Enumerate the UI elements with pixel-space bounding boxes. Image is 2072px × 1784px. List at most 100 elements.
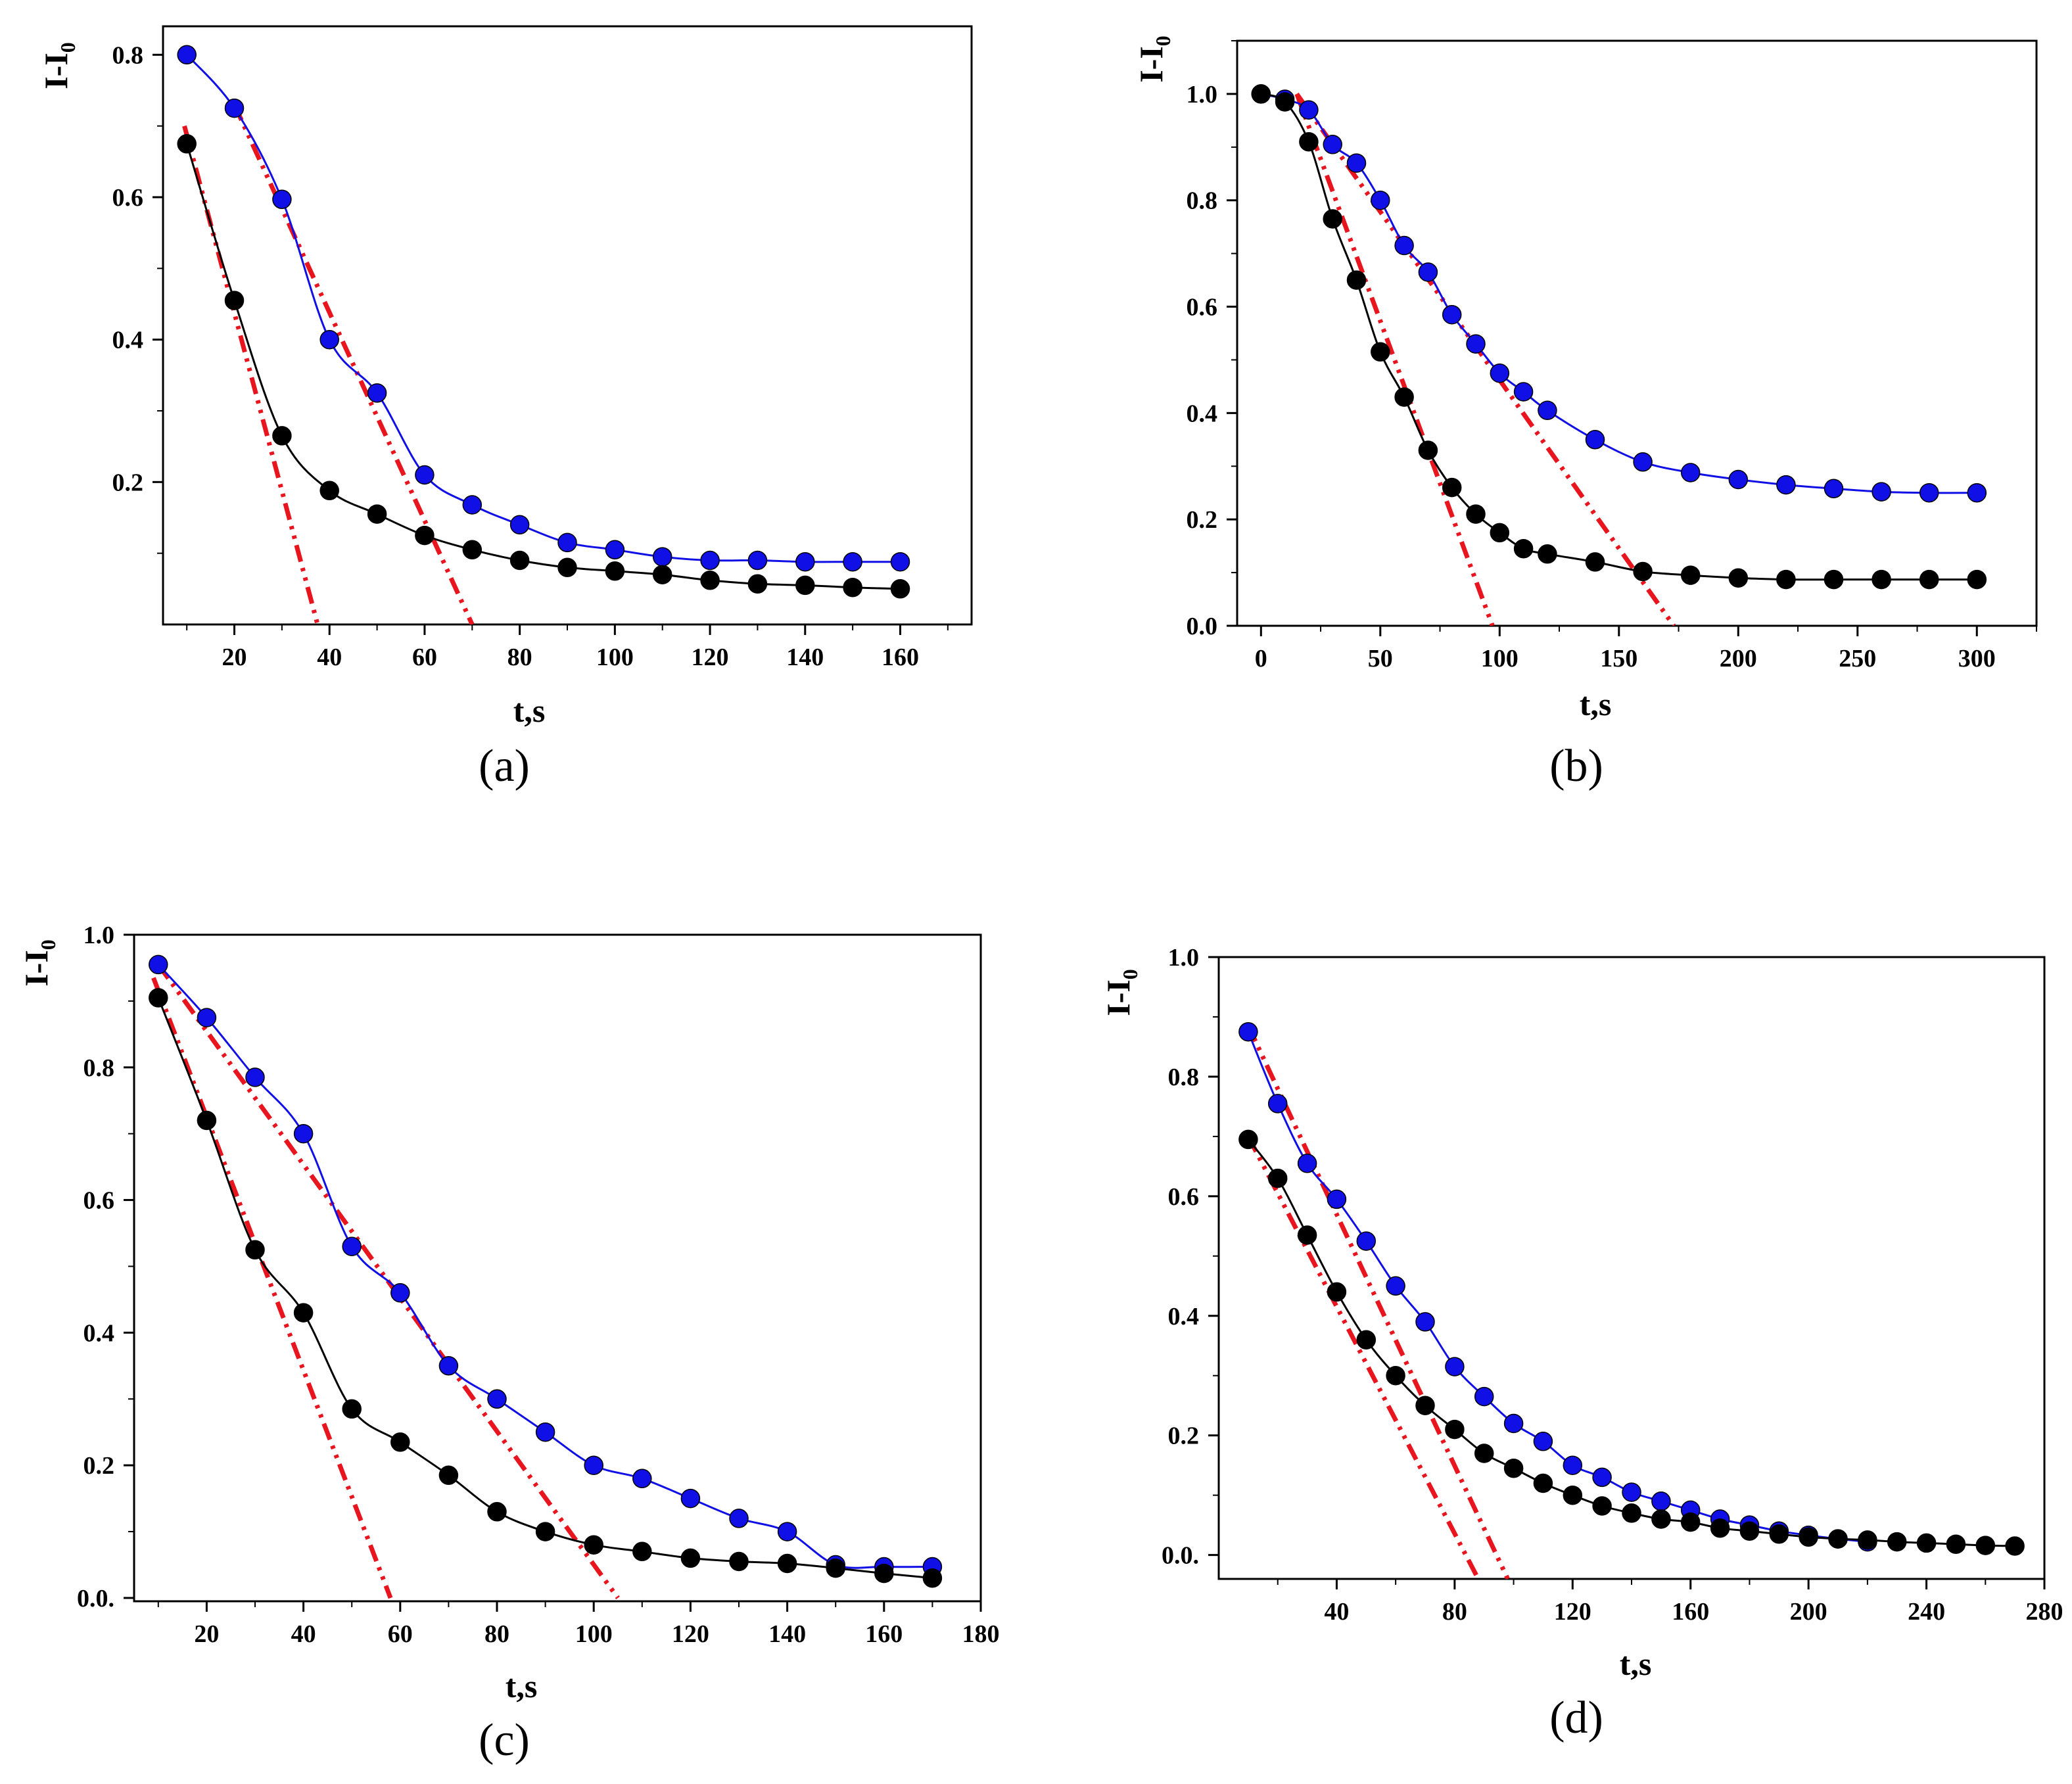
panel-a-x-tick-label: 80 bbox=[507, 644, 532, 671]
panel-a: 20 40 60 80 100 120 140 160 0.2 0.4 0.6 0.8 t,s I-I… bbox=[37, 25, 973, 791]
panel-b-blue-data-point bbox=[1633, 452, 1653, 472]
panel-d-blue-data-point bbox=[1267, 1094, 1288, 1114]
panel-b-blue-data-point bbox=[1872, 482, 1891, 502]
panel-b-fit-lines bbox=[1294, 92, 1676, 626]
panel-c-x-tick-label: 60 bbox=[388, 1620, 413, 1648]
panel-d-black-data-point bbox=[1975, 1536, 1996, 1555]
panel-b-black-data-point bbox=[1251, 84, 1271, 104]
panel-c-blue-data-point bbox=[632, 1468, 652, 1489]
panel-d-black-data-point bbox=[1680, 1512, 1701, 1532]
panel-b-black-data-point bbox=[1824, 569, 1844, 590]
panel-d-x-tick-label: 240 bbox=[1908, 1598, 1945, 1626]
panel-d-blue-data-point bbox=[1297, 1154, 1317, 1173]
panel-c-black-data-point bbox=[197, 1110, 217, 1131]
panel-c-black-data-point bbox=[535, 1522, 555, 1541]
panel-b-blue-data-point bbox=[1346, 153, 1367, 173]
panel-a-blue-data-point bbox=[843, 552, 862, 572]
panel-d-black-data-point bbox=[1769, 1524, 1789, 1544]
panel-a-blue-data-point bbox=[700, 550, 720, 571]
panel-c-blue-data-point bbox=[584, 1455, 603, 1475]
panel-c-y-tick-label: 1.0 bbox=[83, 922, 115, 949]
panel-d-y-axis-title: I-I0 bbox=[1100, 969, 1142, 1016]
panel-d-black-data-point bbox=[1651, 1509, 1671, 1529]
panel-b-black-data-point bbox=[1585, 552, 1605, 572]
panel-a-black-data-point bbox=[843, 577, 862, 598]
panel-c-y-tick-label: 0.4 bbox=[83, 1319, 115, 1347]
panel-d-x-tick-label: 120 bbox=[1554, 1598, 1591, 1626]
panel-c-x-tick-label: 140 bbox=[768, 1620, 806, 1648]
panel-c-black-data-point bbox=[342, 1399, 362, 1419]
panel-c-black-data-point bbox=[390, 1432, 410, 1452]
panel-a-blue-data-point bbox=[177, 45, 197, 65]
panel-a-black-data-point bbox=[177, 134, 197, 154]
panel-b-black-data-point bbox=[1275, 92, 1295, 112]
panel-b-frame bbox=[1236, 39, 2038, 627]
panel-c-black-data-point bbox=[487, 1502, 507, 1522]
panel-a-black-data-point bbox=[462, 540, 483, 560]
panel-a-black-data-point bbox=[319, 481, 339, 501]
panel-c-frame bbox=[133, 933, 982, 1603]
panel-b-black-data-point bbox=[1680, 565, 1701, 585]
panel-d-black-data-point bbox=[1267, 1168, 1288, 1188]
panel-b-blue-data-point bbox=[1776, 475, 1796, 495]
panel-c-black-data-point bbox=[245, 1240, 265, 1260]
panel-d-x-tick-label: 200 bbox=[1790, 1598, 1827, 1626]
panel-d-blue-data-point bbox=[1533, 1432, 1553, 1451]
panel-d-black-data-point bbox=[1238, 1129, 1258, 1150]
panel-d-black-data-point bbox=[1533, 1473, 1553, 1493]
panel-b-blue-data-point bbox=[1490, 363, 1510, 383]
panel-d-black-data-point bbox=[1445, 1419, 1465, 1440]
panel-d-blue-data-point bbox=[1563, 1455, 1583, 1475]
panel-b-blue-data-point bbox=[1538, 400, 1557, 421]
panel-a-blue-data-point bbox=[415, 465, 435, 485]
panel-b-y-tick-label: 0.6 bbox=[1187, 294, 1218, 321]
panel-b-blue-data-point bbox=[1394, 235, 1414, 256]
panel-a-blue-data-point bbox=[272, 189, 292, 210]
panel-c-black-data-point bbox=[874, 1563, 894, 1584]
panel-d: 40 80 120 160 200 240 280 0.0. 0.2 0.4 0.6 0.8 1.0 t… bbox=[1100, 944, 2063, 1743]
panel-b-blue-data-point bbox=[1371, 190, 1390, 210]
panel-b-y-axis-title-main: I-I bbox=[1133, 46, 1169, 83]
panel-b-blue-data-point bbox=[1585, 430, 1605, 450]
panel-a-x-tick-label: 120 bbox=[692, 644, 729, 671]
panel-a-x-tick-label: 20 bbox=[222, 644, 247, 671]
panel-c-blue-data-point bbox=[535, 1422, 555, 1442]
panel-b-fit-line-1 bbox=[1294, 93, 1495, 626]
panel-b-y-axis-title: I-I0 bbox=[1133, 35, 1175, 83]
panel-c-blue-data-point bbox=[245, 1068, 265, 1087]
panel-d-blue-data-point bbox=[1386, 1276, 1405, 1296]
panel-c-plot: 20 40 60 80 100 120 140 160 180 0.0. 0.2 0.4 0.6 0.8 1… bbox=[77, 922, 1000, 1648]
panel-b-blue-data-point bbox=[1824, 479, 1844, 499]
panel-c-blue-data-point bbox=[149, 954, 168, 975]
panel-b-y-tick-label: 0.8 bbox=[1187, 187, 1218, 215]
panel-a-plot: 20 40 60 80 100 120 140 160 0.2 0.4 0.6 0.8 bbox=[112, 25, 973, 671]
panel-b-x-tick-label: 0 bbox=[1255, 645, 1267, 672]
panel-d-blue-data-point bbox=[1415, 1312, 1435, 1332]
panel-b-black-data-point bbox=[1872, 569, 1891, 590]
panel-b-black-data-point bbox=[1394, 387, 1414, 407]
panel-c-x-tick-label: 40 bbox=[291, 1620, 316, 1648]
panel-b-blue-data-point bbox=[1418, 262, 1438, 282]
panel-d-black-data-point bbox=[1563, 1485, 1583, 1505]
panel-a-blue-data-point bbox=[890, 552, 910, 572]
panel-d-label: (d) bbox=[1549, 1693, 1603, 1743]
panel-d-y-tick-label: 0.0. bbox=[1162, 1542, 1199, 1570]
panel-d-y-tick-label: 0.2 bbox=[1168, 1422, 1200, 1450]
panel-d-black-data-point bbox=[1799, 1527, 1818, 1547]
panel-a-y-tick-label: 0.8 bbox=[112, 41, 144, 69]
panel-b-label: (b) bbox=[1549, 741, 1603, 791]
panel-c-x-tick-label: 180 bbox=[962, 1620, 1000, 1648]
panel-d-black-data-point bbox=[1356, 1330, 1377, 1350]
panel-d-plot: 40 80 120 160 200 240 280 0.0. 0.2 0.4 0.6 0.8 1.0 bbox=[1162, 944, 2063, 1626]
panel-b-black-data-point bbox=[1919, 569, 1939, 590]
panel-c-blue-data-point bbox=[342, 1236, 362, 1256]
panel-d-y-tick-label: 1.0 bbox=[1168, 944, 1200, 972]
panel-d-blue-data-point bbox=[1503, 1413, 1524, 1434]
panel-a-x-tick-label: 40 bbox=[317, 644, 342, 671]
panel-b-black-data-point bbox=[1513, 538, 1534, 559]
panel-c-y-axis-title: I-I0 bbox=[18, 939, 60, 987]
panel-c-y-tick-label: 0.6 bbox=[83, 1187, 115, 1215]
panel-c-black-data-point bbox=[632, 1541, 652, 1562]
panel-a-blue-data-point bbox=[747, 550, 768, 571]
panel-b-black-data-point bbox=[1967, 569, 1987, 590]
